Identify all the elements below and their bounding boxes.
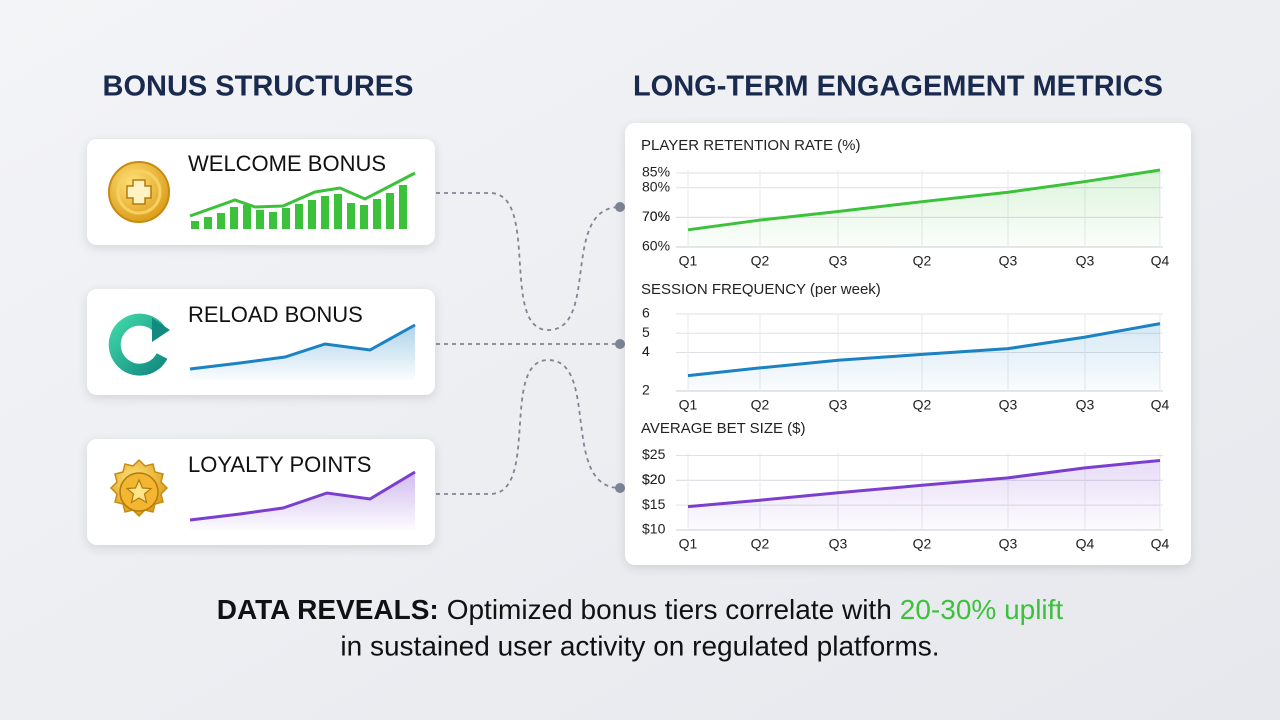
series-line bbox=[687, 322, 1161, 378]
y-tick-label: $20 bbox=[642, 471, 666, 487]
y-tick-label: 85% bbox=[642, 164, 670, 180]
series-line bbox=[687, 458, 1161, 509]
charts: PLAYER RETENTION RATE (%)85%80%70%70%60%… bbox=[641, 137, 1170, 552]
x-tick-label: Q2 bbox=[751, 397, 770, 413]
x-tick-label: Q3 bbox=[1076, 253, 1095, 269]
y-tick-label: 4 bbox=[642, 343, 650, 359]
chart-title: AVERAGE BET SIZE ($) bbox=[641, 420, 806, 437]
x-tick-label: Q4 bbox=[1151, 397, 1170, 413]
x-tick-label: Q3 bbox=[999, 536, 1018, 552]
y-tick-label: $25 bbox=[642, 446, 666, 462]
chart-title: PLAYER RETENTION RATE (%) bbox=[641, 137, 860, 154]
section-title: BONUS STRUCTURES bbox=[103, 71, 414, 103]
connector-dots bbox=[615, 202, 625, 493]
footer-line: DATA REVEALS: Optimized bonus tiers corre… bbox=[217, 594, 1064, 625]
x-tick-label: Q3 bbox=[829, 253, 848, 269]
footer-lead: DATA REVEALS: bbox=[217, 594, 439, 625]
x-tick-label: Q2 bbox=[751, 536, 770, 552]
x-tick-label: Q3 bbox=[829, 397, 848, 413]
x-tick-label: Q3 bbox=[999, 253, 1018, 269]
x-tick-label: Q2 bbox=[913, 397, 932, 413]
line-chart: PLAYER RETENTION RATE (%)85%80%70%70%60%… bbox=[641, 137, 1170, 269]
chart-title: SESSION FREQUENCY (per week) bbox=[641, 281, 881, 298]
y-tick-label: 80% bbox=[642, 178, 670, 194]
bonus-label: RELOAD BONUS bbox=[188, 302, 363, 327]
y-tick-label: $15 bbox=[642, 496, 666, 512]
bonus-card: LOYALTY POINTS bbox=[87, 439, 435, 545]
bonus-label: WELCOME BONUS bbox=[188, 151, 386, 176]
connectors bbox=[436, 192, 621, 495]
y-tick-label: 4 bbox=[642, 343, 650, 359]
footer-highlight: 20-30% uplift bbox=[900, 594, 1064, 625]
y-tick-label: 70% bbox=[642, 208, 670, 224]
x-tick-label: Q4 bbox=[1076, 536, 1095, 552]
y-tick-label: 2 bbox=[642, 382, 650, 398]
x-tick-label: Q2 bbox=[913, 536, 932, 552]
series-area bbox=[688, 170, 1160, 247]
x-tick-label: Q1 bbox=[679, 397, 698, 413]
series-area bbox=[688, 323, 1160, 391]
section-title: LONG-TERM ENGAGEMENT METRICS bbox=[633, 71, 1163, 103]
series-line bbox=[687, 168, 1161, 232]
x-tick-label: Q1 bbox=[679, 253, 698, 269]
y-tick-label: 70% bbox=[642, 208, 670, 224]
bonus-card: WELCOME BONUS bbox=[87, 139, 435, 245]
bonus-card: RELOAD BONUS bbox=[87, 289, 435, 395]
x-tick-label: Q3 bbox=[999, 397, 1018, 413]
x-tick-label: Q4 bbox=[1151, 253, 1170, 269]
x-tick-label: Q4 bbox=[1151, 536, 1170, 552]
y-tick-label: 5 bbox=[642, 324, 650, 340]
x-tick-label: Q3 bbox=[1076, 397, 1095, 413]
x-tick-label: Q1 bbox=[679, 536, 698, 552]
x-tick-label: Q2 bbox=[751, 253, 770, 269]
x-tick-label: Q2 bbox=[913, 253, 932, 269]
bonus-label: LOYALTY POINTS bbox=[188, 452, 371, 477]
y-tick-label: 6 bbox=[642, 305, 650, 321]
footer-line: in sustained user activity on regulated … bbox=[340, 630, 939, 661]
footer-text: Optimized bonus tiers correlate with bbox=[447, 594, 892, 625]
series-area bbox=[688, 460, 1160, 530]
y-tick-label: $10 bbox=[642, 521, 666, 537]
y-tick-label: 60% bbox=[642, 238, 670, 254]
y-tick-label: $20 bbox=[642, 471, 666, 487]
x-tick-label: Q3 bbox=[829, 536, 848, 552]
